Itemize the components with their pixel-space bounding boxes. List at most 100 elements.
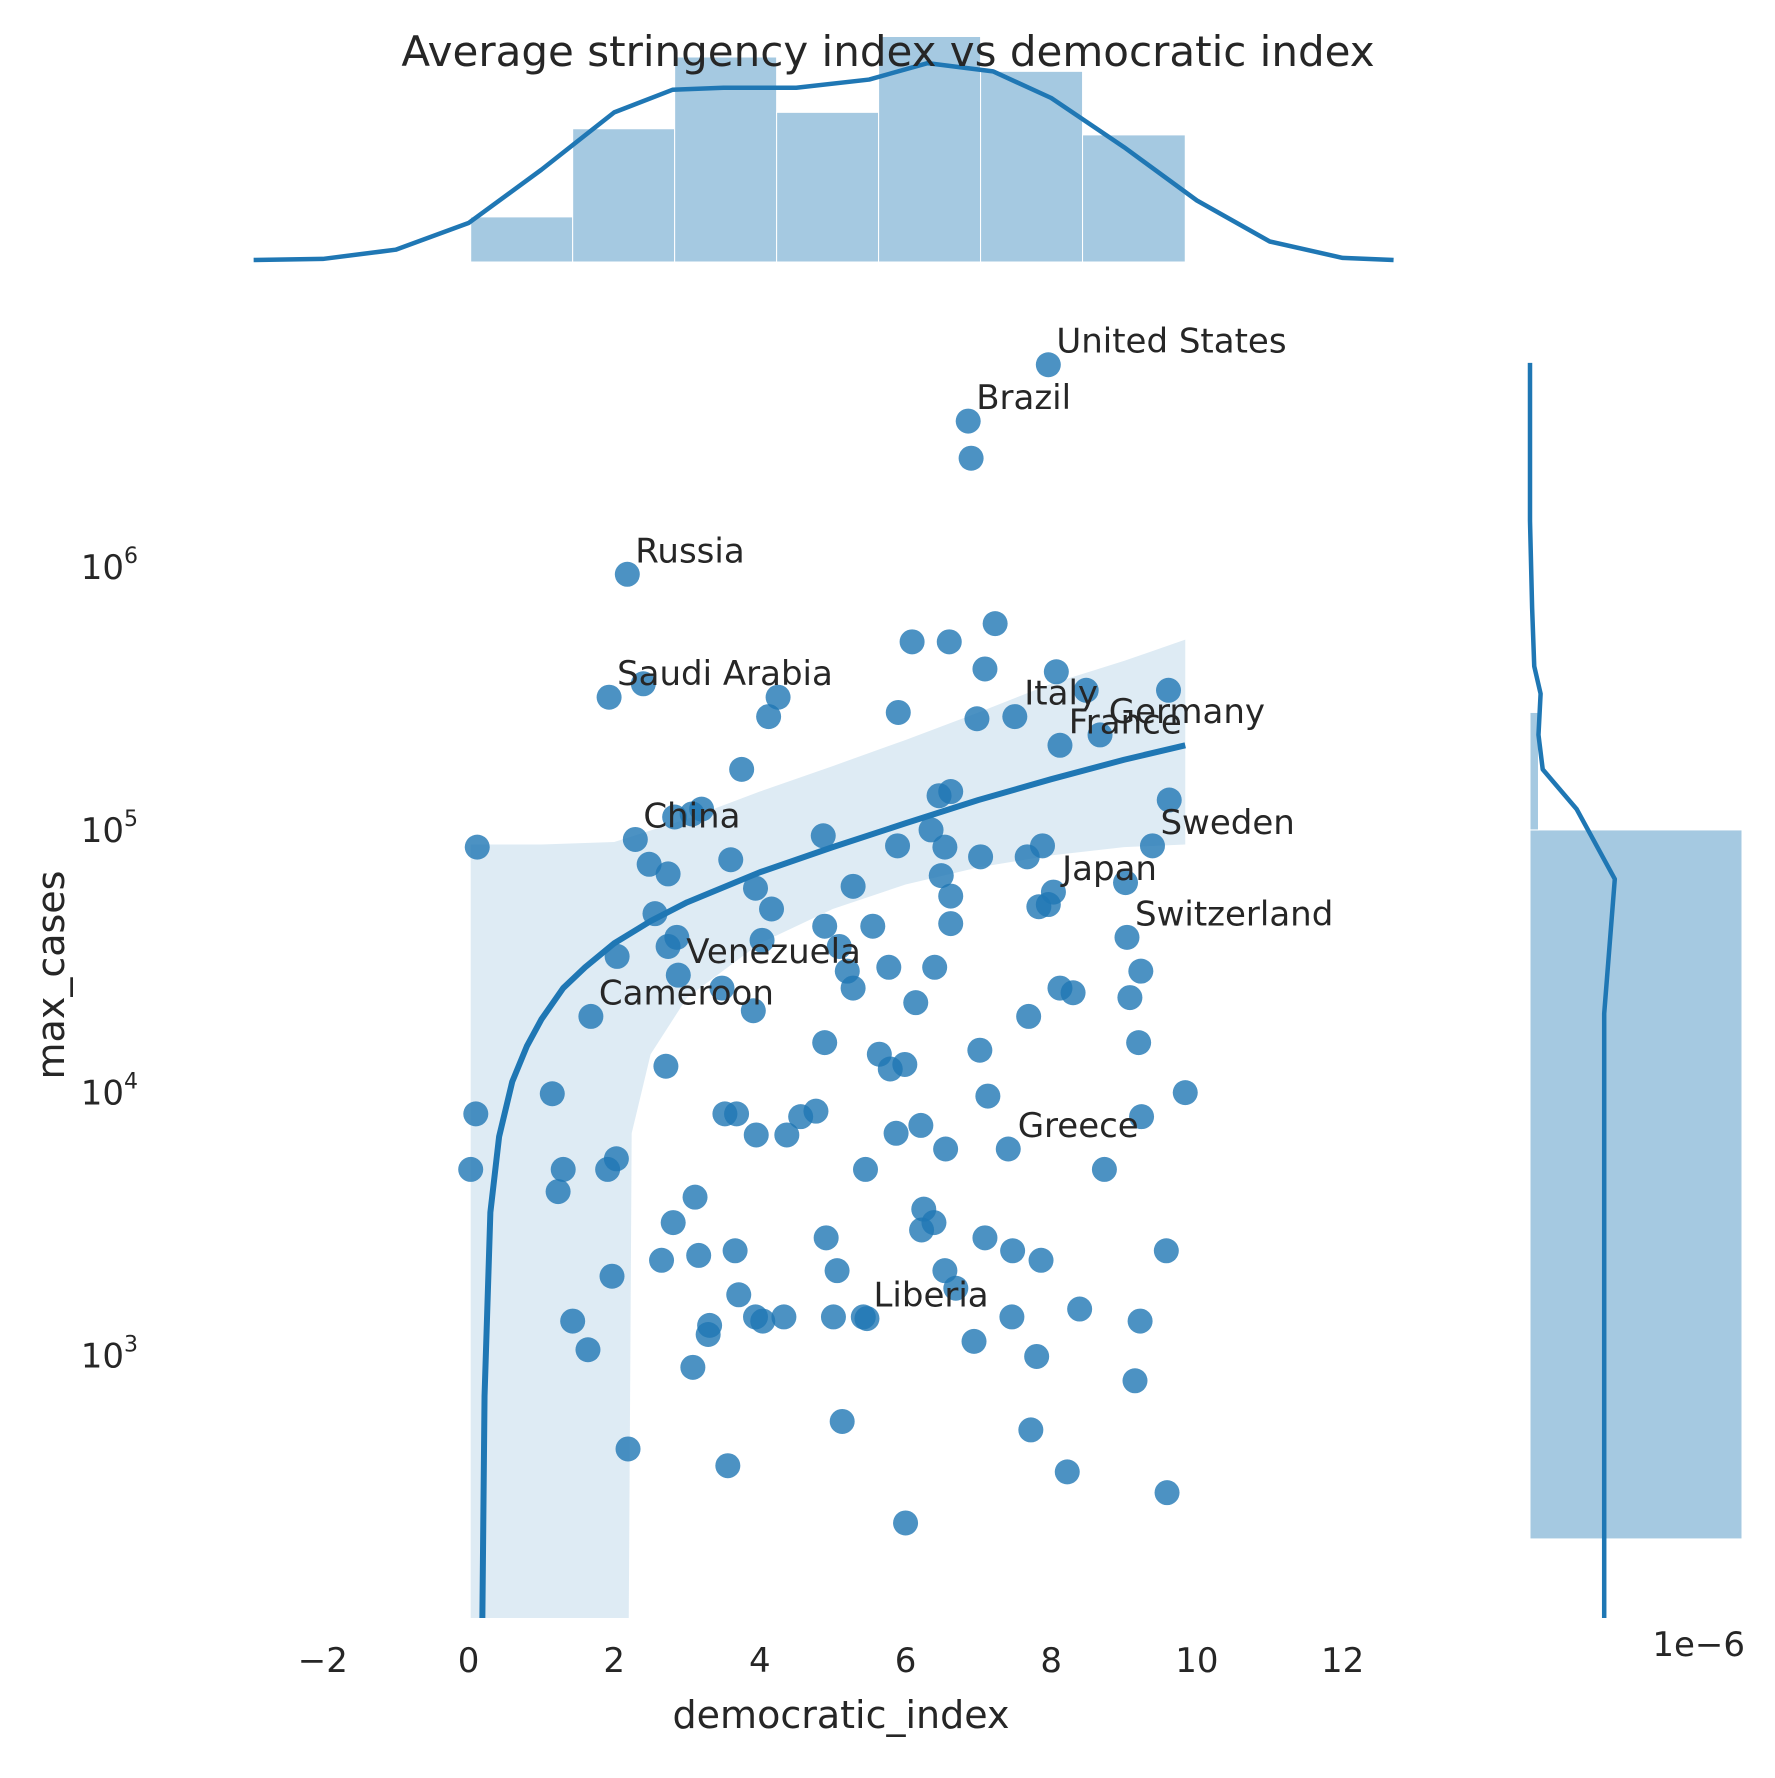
scatter-point [722,1238,748,1264]
scatter-point [883,1120,909,1146]
scatter-point [1129,1104,1155,1130]
point-label: France [1069,702,1182,742]
scatter-point [899,629,925,655]
scatter-point [1114,924,1140,950]
x-tick-label: −2 [298,1641,348,1681]
scatter-point [765,684,791,710]
scatter-point [756,704,782,730]
scatter-point [539,1081,565,1107]
y-tick-label: 106 [81,544,138,588]
scatter-point [860,913,886,939]
scatter-point [615,1436,641,1462]
scatter-point [903,990,929,1016]
scatter-point [908,1112,934,1138]
point-label: Cameroon [599,973,774,1013]
scatter-point [750,1308,776,1334]
scatter-point [995,1136,1021,1162]
x-marginal-hist-bar [776,111,880,263]
scatter-point [1091,1156,1117,1182]
point-label: Brazil [976,378,1071,418]
y-marginal-panel [1527,362,1743,1618]
scatter-point [1139,833,1165,859]
scatter-point [1035,892,1061,918]
scatter-point [718,847,744,873]
scatter-point [824,1258,850,1284]
scatter-point [726,1282,752,1308]
scatter-point [918,817,944,843]
scatter-point [599,1263,625,1289]
regression-line [479,742,1186,1619]
scatter-point [909,1217,935,1243]
scatter-point [943,1275,969,1301]
scatter-point [458,1156,484,1182]
scatter-point [662,804,688,830]
scatter-point [1117,985,1143,1011]
scatter-point [829,1408,855,1434]
scatter-point [967,1037,993,1063]
scatter-point [649,1247,675,1273]
scatter-point [1153,1238,1179,1264]
scatter-point [463,1101,489,1127]
scatter-point [1035,352,1061,378]
scatter-point [982,611,1008,637]
scatter-point [1043,659,1069,685]
scatter-point [550,1156,576,1182]
y-axis-label: max_cases [29,871,73,1080]
scatter-point [893,1510,919,1536]
scatter-point [852,1156,878,1182]
point-label: Russia [635,531,744,571]
scatter-point [665,962,691,988]
scatter-point [660,1210,686,1236]
scatter-point [1127,1308,1153,1334]
scatter-point [999,1304,1025,1330]
point-label: Sweden [1160,803,1294,843]
scatter-point [1113,870,1139,896]
regression-line-layer [479,742,1186,1619]
scatter-point [1018,1417,1044,1443]
x-marginal-hist-bar [572,128,676,263]
scatter-point [1047,732,1073,758]
scatter-point [810,823,836,849]
scatter-point [968,844,994,870]
scatter-point [885,699,911,725]
scatter-point [854,1306,880,1332]
scatter-point [1029,833,1055,859]
point-label: China [643,796,740,836]
scatter-point [926,783,952,809]
scatter-point [885,833,911,859]
x-tick-label: 10 [1175,1641,1218,1681]
scatter-point [560,1308,586,1334]
scatter-point [686,1242,712,1268]
scatter-point [1000,1238,1026,1264]
scatter-point [1060,980,1086,1006]
scatter-point [820,1304,846,1330]
scatter-point [1002,704,1028,730]
scatter-point [1024,1343,1050,1369]
scatter-point [826,933,852,959]
scatter-point [743,1122,769,1148]
y-tick-label: 104 [81,1070,138,1114]
scatter-point [680,1354,706,1380]
scatter-point [892,1051,918,1077]
scatter-point [1122,1368,1148,1394]
scatter-point [774,1122,800,1148]
point-label: Italy [1024,674,1098,714]
scatter-point [1087,722,1113,748]
scatter-point [938,883,964,909]
scatter-point [749,927,775,953]
scatter-point [614,561,640,587]
point-label: Switzerland [1135,894,1333,934]
scatter-point [715,1453,741,1479]
scatter-point [840,873,866,899]
confidence-band [470,639,1186,1618]
scatter-point [972,656,998,682]
scatter-point [655,933,681,959]
x-marginal-panel [253,36,1394,263]
scatter-point [803,1098,829,1124]
point-label: Saudi Arabia [617,654,833,694]
scatter-point [743,875,769,901]
scatter-point [1067,1296,1093,1322]
x-tick-label: 6 [895,1641,917,1681]
scatter-point [840,975,866,1001]
